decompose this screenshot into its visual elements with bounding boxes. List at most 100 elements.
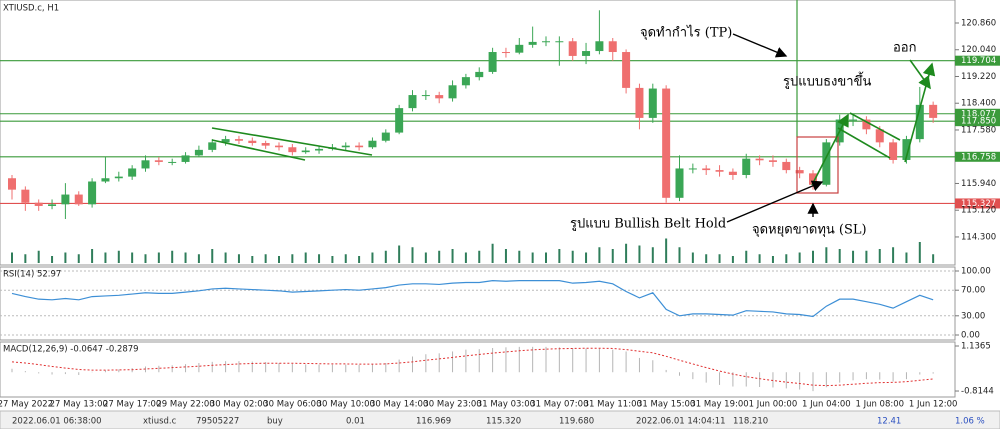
- candle-body: [114, 176, 123, 179]
- candle-body: [662, 88, 671, 198]
- rsi-panel: [0, 266, 956, 341]
- candle-body: [395, 108, 404, 133]
- candle-body: [288, 147, 297, 153]
- volume-bar: [865, 250, 868, 263]
- trend-arrow: [811, 113, 849, 186]
- level-label: 116.758: [961, 152, 996, 162]
- volume-bar: [331, 256, 334, 263]
- volume-bar: [504, 249, 507, 263]
- candle-body: [275, 145, 283, 148]
- volume-bar: [157, 252, 160, 263]
- candle-body: [782, 161, 791, 171]
- candle-body: [862, 119, 871, 130]
- y-tick-label: 114.300: [961, 232, 996, 242]
- candle-body: [461, 77, 470, 86]
- candle-body: [702, 168, 711, 171]
- y-tick-label: 115.940: [961, 179, 996, 189]
- candle-body: [61, 194, 70, 205]
- volume-bar: [598, 247, 601, 263]
- volume-bar: [705, 254, 708, 263]
- status-bar: [0, 410, 1000, 429]
- level-tag: [955, 55, 1000, 66]
- volume-bar: [771, 256, 774, 263]
- candle-body: [768, 160, 777, 162]
- candle-body: [889, 142, 898, 160]
- status-ticket: 79505227: [196, 417, 239, 427]
- candle-body: [74, 194, 83, 205]
- status-close-price: 118.210: [733, 417, 768, 427]
- candle-body: [208, 142, 217, 150]
- volume-bar: [264, 254, 267, 263]
- candle-body: [595, 41, 604, 52]
- candle-body: [555, 41, 564, 43]
- x-tick-label: 30 May 14:00: [370, 400, 428, 410]
- volume-bar: [878, 249, 881, 263]
- candle-body: [755, 158, 764, 161]
- candle-body: [902, 139, 911, 160]
- volume-bar: [438, 250, 441, 263]
- volume-bar: [611, 249, 614, 263]
- y-tick-label: -0.8144: [961, 387, 994, 397]
- x-tick-label: 1 Jun 08:00: [855, 400, 904, 410]
- candle-body: [475, 71, 484, 78]
- volume-bar: [651, 247, 654, 263]
- candle-body: [515, 44, 524, 53]
- volume-bar: [398, 245, 401, 263]
- macd-title: MACD(12,26,9) -0.0647 -0.2879: [3, 345, 139, 355]
- x-tick-label: 27 May 17:00: [103, 400, 161, 410]
- candle-body: [221, 139, 230, 143]
- x-tick-label: 31 May 07:00: [530, 400, 588, 410]
- y-tick-label: 120.040: [961, 45, 996, 55]
- candle-body: [168, 161, 177, 163]
- volume-bar: [291, 254, 294, 263]
- annotation: ออก: [893, 41, 917, 56]
- volume-bar: [625, 243, 628, 263]
- trend-arrow: [904, 62, 936, 163]
- belt-hold-arrow: [726, 180, 824, 223]
- candle-body: [421, 95, 430, 97]
- candle-body: [34, 202, 43, 206]
- candle-body: [528, 41, 537, 45]
- level-tag: [955, 116, 1000, 127]
- candle-body: [128, 168, 137, 177]
- volume-bar: [545, 252, 547, 263]
- volume-bar: [37, 250, 40, 263]
- y-tick-label: 100.00: [961, 267, 991, 277]
- rsi-title: RSI(14) 52.97: [3, 270, 61, 280]
- candle-body: [315, 148, 324, 151]
- candle-body: [929, 104, 938, 118]
- volume-bar: [211, 249, 214, 263]
- signal-line: [11, 347, 934, 387]
- candle-body: [875, 129, 884, 143]
- volume-bar: [531, 252, 534, 263]
- candle-body: [915, 104, 924, 140]
- x-tick-label: 1 Jun 12:00: [909, 400, 958, 410]
- level-label: 118.077: [961, 109, 996, 119]
- flag-line: [211, 127, 373, 156]
- volume-bar: [491, 243, 494, 263]
- volume-bar: [411, 247, 414, 263]
- volume-bar: [304, 252, 307, 263]
- status-price: 116.969: [416, 417, 451, 427]
- candle-body: [194, 149, 203, 156]
- status-type: buy: [267, 417, 283, 427]
- volume-bar: [785, 254, 788, 263]
- candle-body: [368, 140, 377, 148]
- volume-bar: [77, 254, 80, 263]
- candle-body: [181, 155, 190, 162]
- status-percent: 1.06 %: [955, 417, 985, 427]
- volume-bar: [197, 254, 200, 263]
- tp-arrow: [732, 33, 788, 58]
- flag-line: [849, 112, 901, 141]
- volume-bar: [918, 242, 921, 263]
- x-tick-label: 29 May 22:00: [156, 400, 214, 410]
- volume-bar: [251, 256, 254, 263]
- volume-bar: [852, 250, 855, 263]
- level-label: 115.327: [961, 199, 996, 209]
- volume-bar: [731, 256, 734, 263]
- volume-bar: [451, 249, 454, 263]
- volume-bar: [585, 252, 588, 263]
- volume-bar: [718, 254, 721, 263]
- volume-bar: [278, 256, 280, 263]
- annotation: รูปแบบ Bullish Belt Hold: [570, 217, 726, 232]
